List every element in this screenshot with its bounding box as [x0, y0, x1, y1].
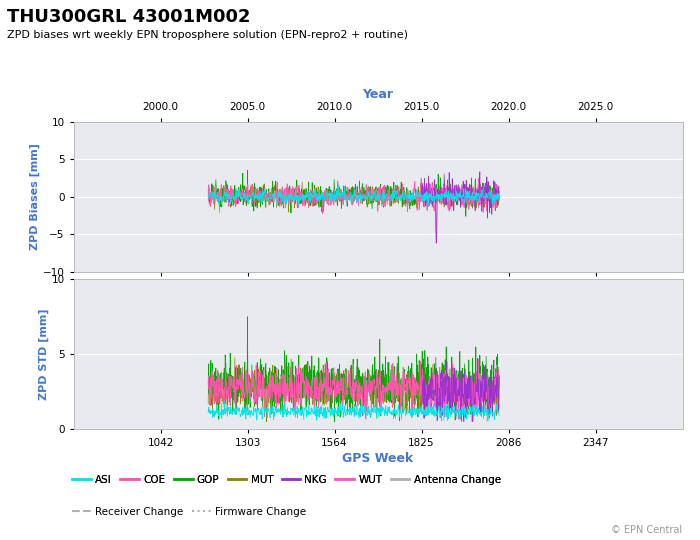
Text: ZPD biases wrt weekly EPN troposphere solution (EPN-repro2 + routine): ZPD biases wrt weekly EPN troposphere so… [7, 30, 408, 40]
Text: THU300GRL 43001M002: THU300GRL 43001M002 [7, 8, 251, 26]
Y-axis label: ZPD STD [mm]: ZPD STD [mm] [38, 308, 48, 400]
Legend: Receiver Change, Firmware Change: Receiver Change, Firmware Change [68, 503, 310, 521]
Legend: ASI, COE, GOP, MUT, NKG, WUT, Antenna Change: ASI, COE, GOP, MUT, NKG, WUT, Antenna Ch… [68, 470, 505, 489]
Y-axis label: ZPD Biases [mm]: ZPD Biases [mm] [29, 143, 40, 250]
X-axis label: GPS Week: GPS Week [342, 453, 414, 465]
X-axis label: Year: Year [363, 89, 393, 102]
Text: © EPN Central: © EPN Central [611, 524, 682, 535]
